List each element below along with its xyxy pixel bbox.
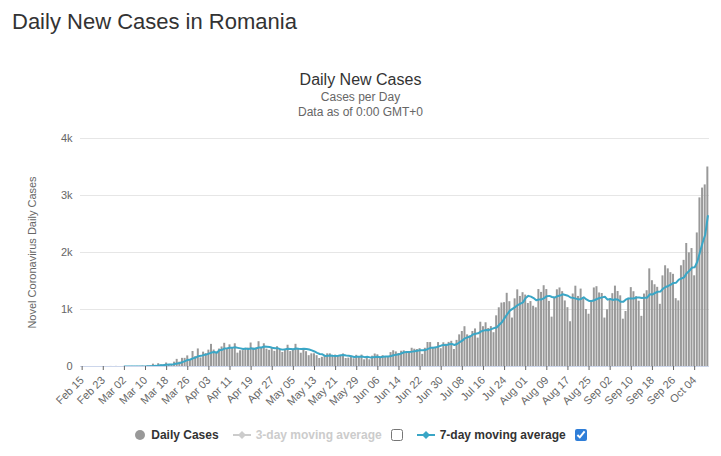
svg-text:Apr 27: Apr 27 (244, 373, 277, 406)
svg-text:4k: 4k (61, 132, 73, 144)
svg-text:Mar 26: Mar 26 (159, 373, 192, 407)
svg-text:Jul 16: Jul 16 (458, 373, 488, 403)
svg-text:May 29: May 29 (326, 373, 361, 408)
svg-text:May 13: May 13 (284, 373, 319, 408)
svg-text:3k: 3k (61, 189, 73, 201)
svg-text:Jul 08: Jul 08 (437, 373, 467, 403)
svg-text:Sep 10: Sep 10 (602, 373, 636, 407)
svg-text:0: 0 (66, 360, 72, 372)
svg-text:May 21: May 21 (305, 373, 340, 408)
svg-text:Apr 03: Apr 03 (181, 373, 213, 406)
svg-text:Sep 26: Sep 26 (644, 373, 678, 407)
html-text:3-day moving average: 3-day moving average (255, 428, 382, 442)
svg-text:Apr 19: Apr 19 (223, 373, 255, 406)
svg-text:Aug 17: Aug 17 (538, 373, 572, 407)
svg-text:Feb 23: Feb 23 (74, 373, 108, 407)
svg-text:May 05: May 05 (263, 373, 298, 408)
svg-text:Aug 09: Aug 09 (517, 373, 551, 407)
svg-text:Sep 18: Sep 18 (623, 373, 657, 407)
svg-text:Feb 15: Feb 15 (53, 373, 87, 407)
html-text:Data as of 0:00 GMT+0: Data as of 0:00 GMT+0 (298, 105, 423, 119)
svg-text:Jun 14: Jun 14 (371, 373, 403, 406)
svg-text:Aug 25: Aug 25 (559, 373, 593, 407)
svg-text:Jul 24: Jul 24 (479, 373, 509, 403)
svg-text:Novel Coronavirus Daily Cases: Novel Coronavirus Daily Cases (26, 176, 38, 329)
html-text:Daily New Cases in Romania: Daily New Cases in Romania (12, 9, 297, 34)
svg-text:Mar 02: Mar 02 (95, 373, 129, 407)
svg-text:Jun 22: Jun 22 (392, 373, 424, 406)
html-text:Daily Cases: Daily Cases (151, 428, 219, 442)
svg-text:2k: 2k (61, 246, 73, 258)
svg-text:Oct 04: Oct 04 (667, 374, 698, 405)
svg-text:Mar 10: Mar 10 (116, 373, 150, 407)
svg-text:Jun 06: Jun 06 (349, 373, 382, 406)
svg-text:Sep 02: Sep 02 (580, 373, 615, 407)
svg-text:Aug 01: Aug 01 (496, 373, 530, 407)
svg-text:Apr 11: Apr 11 (203, 373, 234, 405)
svg-text:Jun 30: Jun 30 (413, 374, 445, 406)
html-text:7-day moving average: 7-day moving average (439, 428, 566, 442)
html-text:Daily New Cases: Daily New Cases (299, 71, 422, 88)
svg-text:Mar 18: Mar 18 (137, 373, 171, 407)
html-text:Cases per Day: Cases per Day (320, 90, 401, 104)
svg-text:1k: 1k (61, 303, 73, 315)
